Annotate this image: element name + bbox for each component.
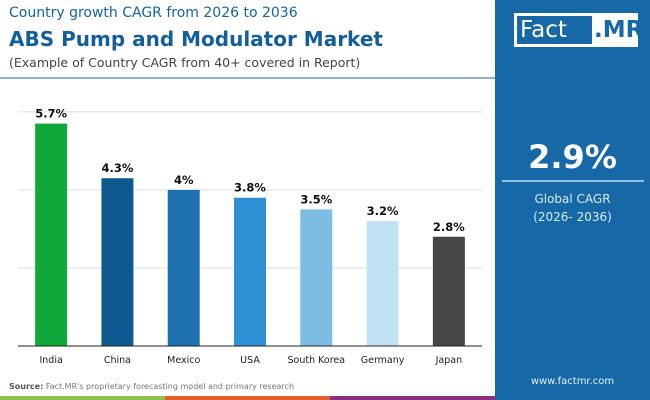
data-label: 3.2% [367, 204, 399, 218]
global-cagr-value: 2.9% [528, 138, 617, 176]
logo-mr: .MR [594, 17, 644, 43]
category-label: Mexico [167, 355, 200, 366]
bar-japan [432, 236, 465, 346]
logo-fact: Fact [517, 16, 592, 44]
panel-divider [502, 180, 644, 182]
category-label: USA [240, 355, 260, 366]
stripe-green [0, 396, 165, 400]
global-cagr-label: Global CAGR (2026- 2036) [495, 190, 650, 226]
source-text: Fact.MR's proprietary forecasting model … [45, 382, 295, 391]
source-note: Source: Fact.MR's proprietary forecastin… [9, 382, 294, 391]
bar-south-korea [300, 209, 333, 346]
data-label: 4.3% [101, 161, 133, 175]
data-label: 5.7% [35, 107, 67, 121]
category-label: China [104, 355, 131, 366]
chart-title: ABS Pump and Modulator Market [9, 27, 383, 51]
website-link[interactable]: www.factmr.com [530, 376, 615, 387]
header-divider [0, 77, 495, 79]
category-label: India [39, 355, 62, 366]
stripe-purple [330, 396, 495, 400]
data-label: 2.8% [433, 220, 465, 234]
side-panel [495, 0, 650, 400]
source-label: Source: [9, 382, 44, 391]
category-label: Japan [435, 355, 463, 366]
bar-chart: 5.7% India 4.3% China 4% Mexico 3.8% USA 3.5% Sou… [18, 107, 482, 366]
global-cagr-period: (2026- 2036) [533, 210, 612, 224]
factmr-logo: Fact .MR [514, 13, 643, 47]
bar-germany [366, 221, 399, 346]
global-cagr-title: Global CAGR [534, 192, 611, 206]
chart-subtitle: Country growth CAGR from 2026 to 2036 [9, 5, 298, 21]
stripe-orange [165, 396, 330, 400]
bar-usa [234, 197, 266, 346]
bar-india [35, 123, 68, 346]
category-label: Germany [361, 355, 405, 366]
data-label: 4% [174, 173, 194, 187]
bar-mexico [167, 189, 200, 346]
chart-note: (Example of Country CAGR from 40+ covere… [9, 55, 361, 70]
data-label: 3.8% [234, 181, 266, 195]
category-label: South Korea [288, 355, 346, 366]
bar-china [101, 178, 134, 346]
data-label: 3.5% [300, 192, 332, 206]
